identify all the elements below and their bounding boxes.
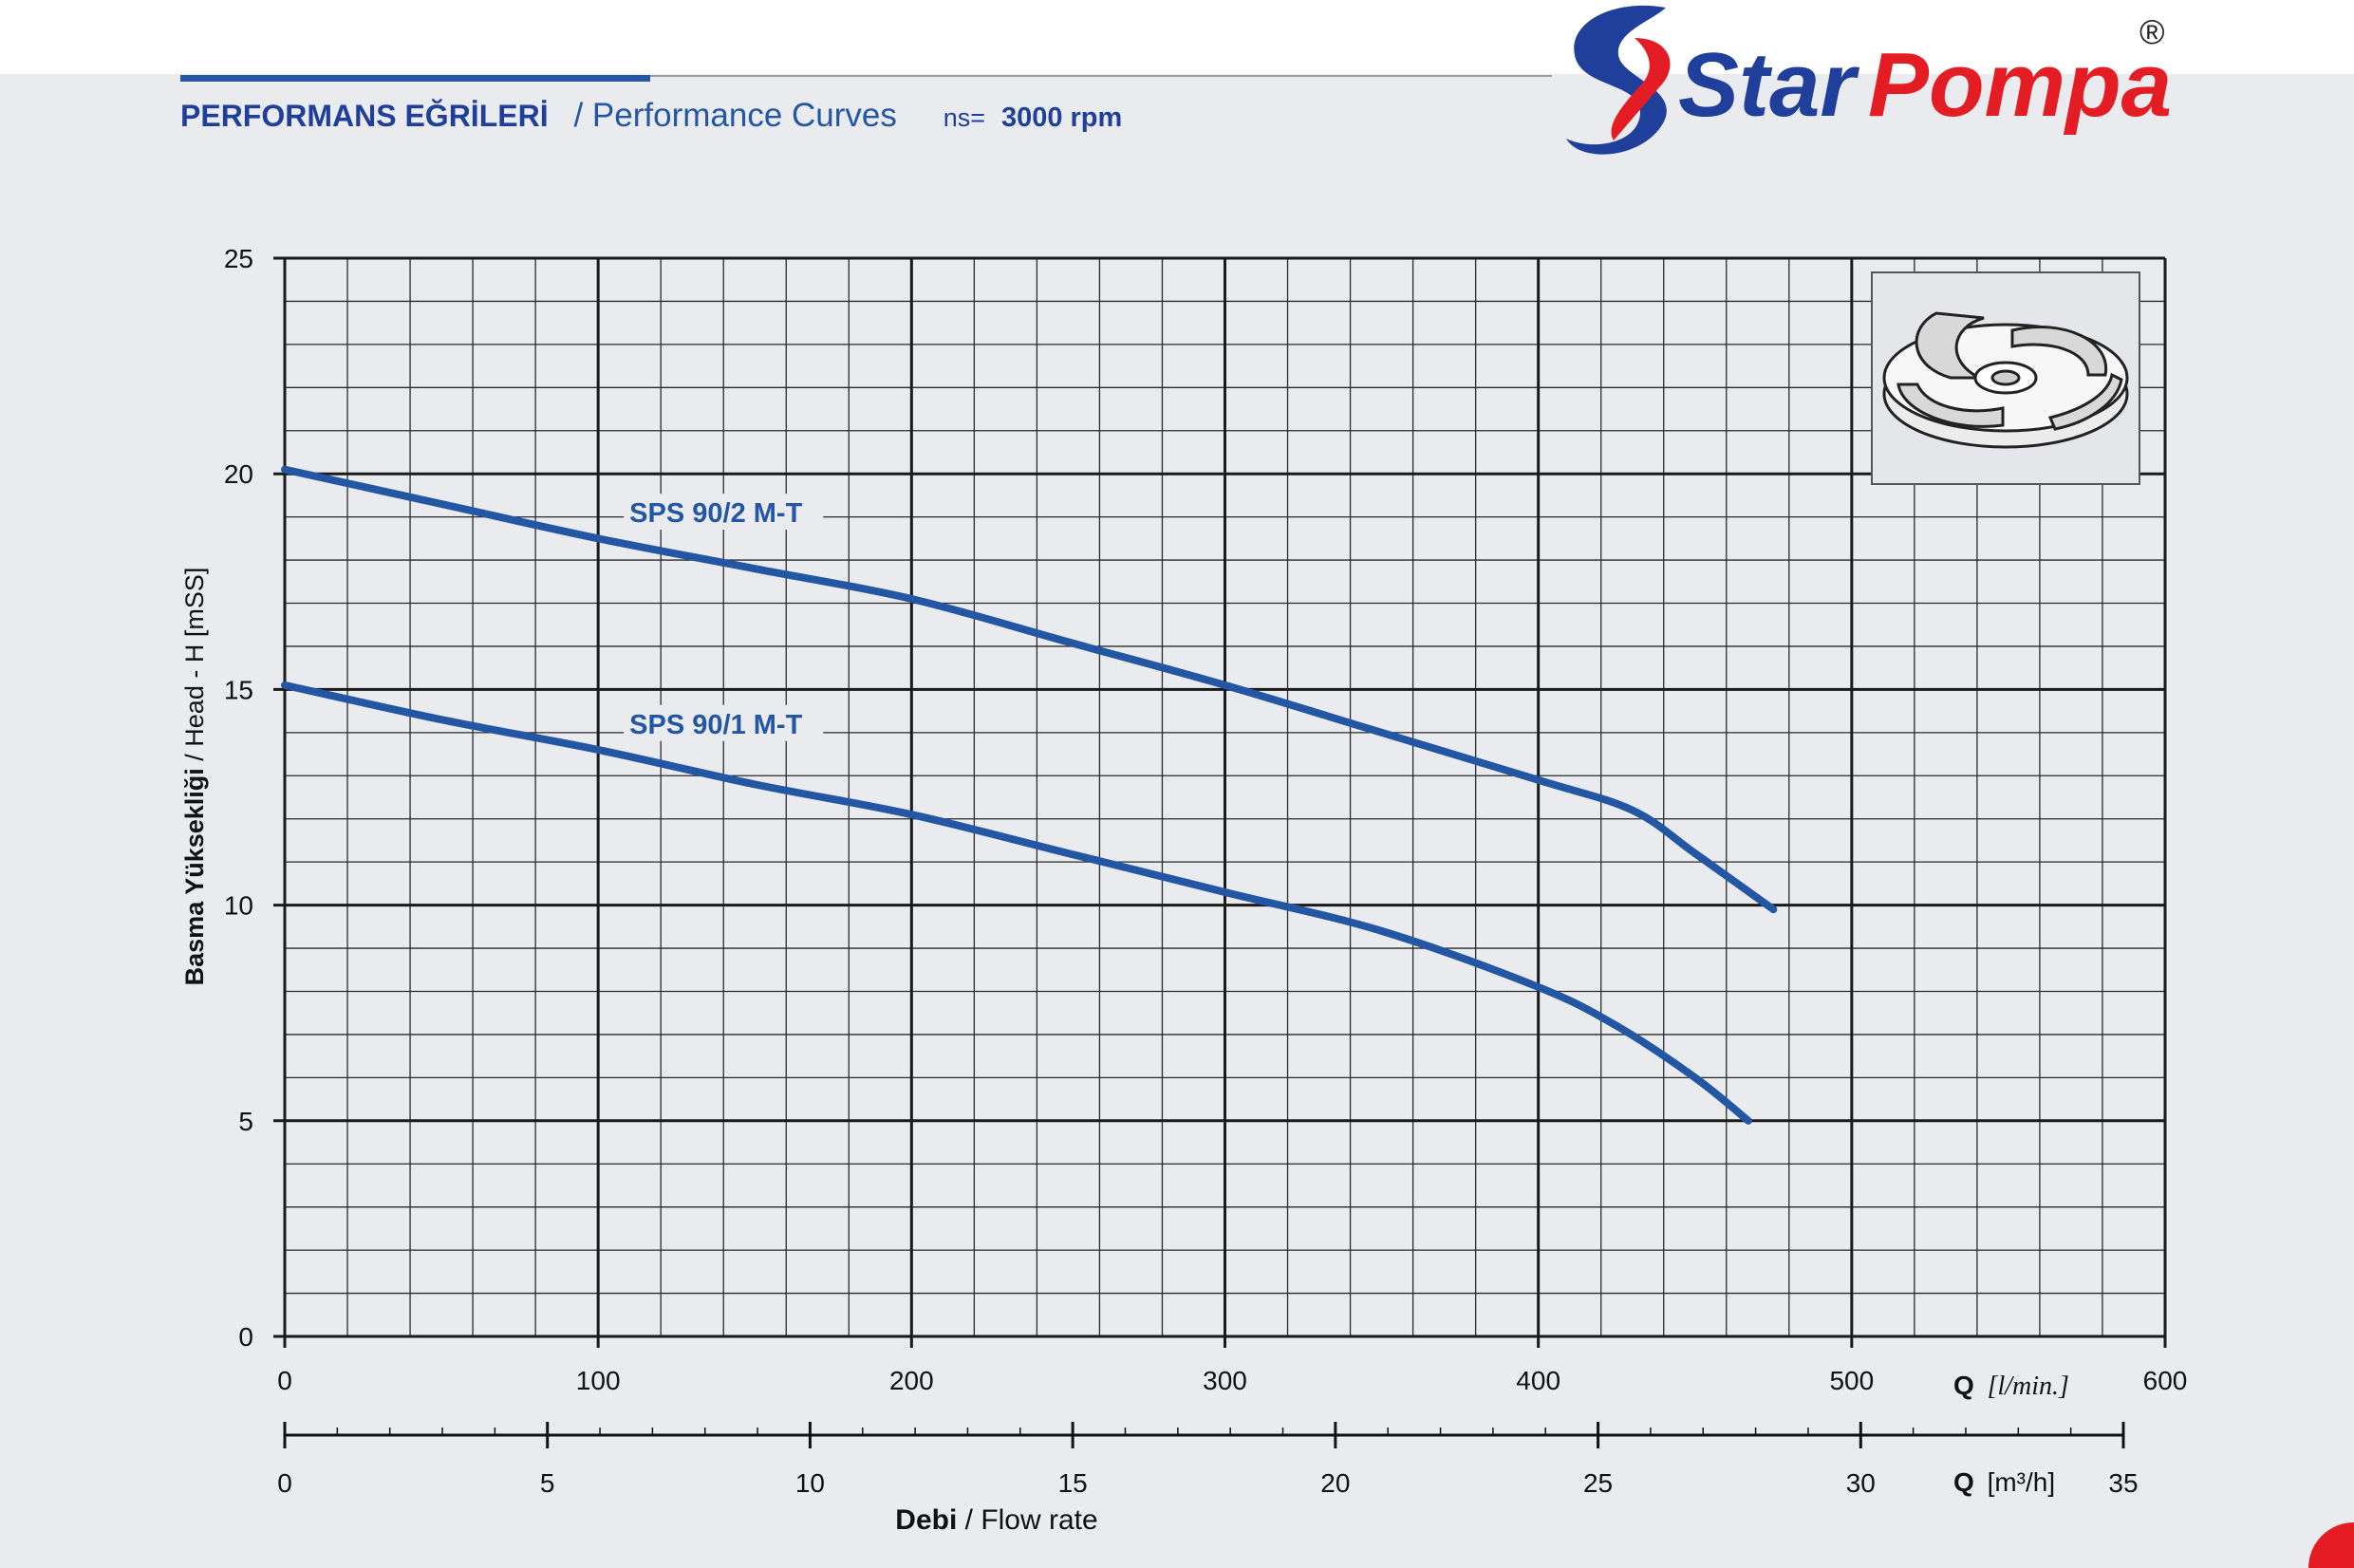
series-label-bg — [624, 494, 824, 531]
impeller-image — [1871, 271, 2140, 485]
x2-axis-unit-text: [m³/h] — [1988, 1467, 2056, 1497]
header-band — [0, 0, 2354, 74]
y-tick-label: 0 — [238, 1322, 253, 1352]
header-rule — [650, 75, 1552, 77]
x2-tick-label: 10 — [795, 1468, 825, 1498]
x2-tick-label: 25 — [1583, 1468, 1613, 1498]
x-tick-label: 100 — [576, 1366, 621, 1395]
x2-tick-label: 15 — [1058, 1468, 1088, 1498]
y-tick-label: 15 — [224, 675, 253, 704]
page-title: PERFORMANS EĞRİLERİ / Performance Curves… — [180, 97, 1122, 134]
series-curve — [281, 465, 1778, 914]
corner-decoration — [2308, 1522, 2354, 1568]
x2-tick-label: 0 — [277, 1468, 292, 1498]
x-axis-unit-label: Q [l/min.] — [1953, 1371, 2069, 1401]
impeller-vane — [2047, 372, 2123, 431]
x2-axis-unit-q: Q — [1953, 1467, 1974, 1497]
x2-tick-label: 20 — [1320, 1468, 1350, 1498]
y-tick-label: 5 — [238, 1107, 253, 1136]
logo-swirl-icon — [1566, 5, 1671, 155]
x2-tick-label: 5 — [540, 1468, 555, 1498]
series-label-bg — [624, 704, 824, 741]
impeller-vane — [1896, 383, 2005, 428]
x-tick-label: 300 — [1203, 1366, 1247, 1395]
x-tick-label: 500 — [1829, 1366, 1874, 1395]
x-axis-ticks: 0 100 200 300 400 500 600 — [277, 1366, 2187, 1395]
star-pompa-logo: Star Pompa ® — [1566, 5, 2172, 155]
header-accent-bar — [180, 75, 650, 82]
y-axis-label: Basma Yüksekliği / Head - H [mSS] — [180, 568, 209, 986]
x-axis-label-bold: Debi — [895, 1504, 957, 1536]
speed-prefix: ns= — [943, 103, 985, 132]
page-title-en: / Performance Curves — [573, 97, 896, 134]
x-axis-label-rest: / Flow rate — [957, 1504, 1097, 1536]
series-layer: SPS 90/2 M-T SPS 90/1 M-T — [281, 465, 1778, 1125]
x-axis-label: Debi / Flow rate — [895, 1504, 1097, 1536]
y-axis-label-bold: Basma Yüksekliği — [180, 768, 209, 985]
page-title-tr: PERFORMANS EĞRİLERİ — [180, 99, 549, 133]
x-tick-label: 0 — [277, 1366, 292, 1395]
y-axis-label-rest: / Head - H [mSS] — [180, 568, 209, 769]
grid-major — [273, 256, 2167, 1348]
y-axis-ticks: 0 5 10 15 20 25 — [224, 244, 253, 1352]
impeller-vane — [2010, 326, 2108, 377]
impeller-eye — [1990, 369, 2021, 386]
registered-mark: ® — [2139, 12, 2165, 51]
x2-tick-label: 35 — [2108, 1468, 2138, 1498]
x2-tick-label: 30 — [1846, 1468, 1876, 1498]
series-label: SPS 90/2 M-T — [629, 498, 802, 529]
y-tick-label: 25 — [224, 244, 253, 273]
x-axis-unit-q: Q — [1953, 1371, 1974, 1400]
secondary-x-axis: 0 5 10 15 20 25 30 35 — [277, 1422, 2139, 1498]
logo-star-text: Star — [1678, 34, 1859, 136]
x-axis-unit-text: [l/min.] — [1988, 1372, 2069, 1401]
x-tick-label: 400 — [1516, 1366, 1560, 1395]
y-tick-label: 20 — [224, 459, 253, 489]
x-tick-label: 600 — [2143, 1366, 2188, 1395]
x2-axis-unit-label: Q [m³/h] — [1953, 1467, 2055, 1497]
x-tick-label: 200 — [889, 1366, 934, 1395]
speed-value: 3000 rpm — [1001, 103, 1122, 133]
series-curve — [281, 681, 1752, 1125]
y-tick-label: 10 — [224, 891, 253, 921]
series-label: SPS 90/1 M-T — [629, 710, 802, 740]
logo-pompa-text: Pompa — [1868, 34, 2172, 136]
